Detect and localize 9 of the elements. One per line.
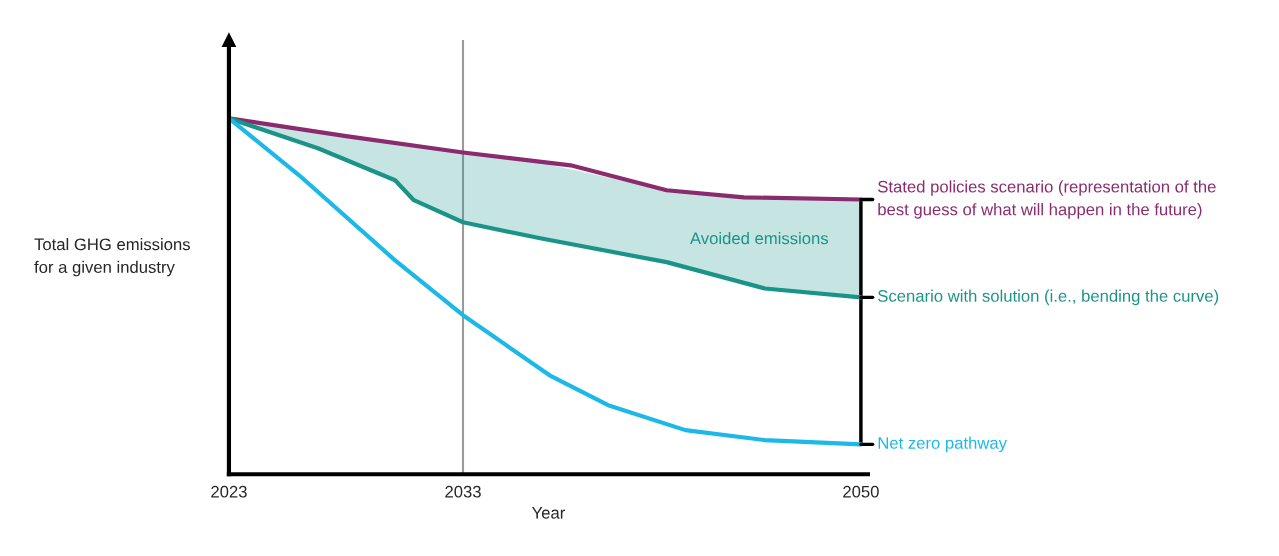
x-tick-label: 2050: [843, 485, 879, 498]
x-tick-label: 2033: [445, 485, 481, 498]
series-label: Scenario with solution (i.e., bending the curve): [878, 289, 1219, 306]
series-label: Net zero pathway: [878, 436, 1007, 453]
x-axis-title: Year: [531, 507, 565, 519]
y-axis-title: Total GHG emissions for a given industry: [34, 237, 190, 277]
annotation: Avoided emissions: [690, 232, 829, 245]
x-tick-label: 2023: [211, 485, 247, 498]
series-label: Stated policies scenario (representation of the best guess of what will happen in the future): [878, 180, 1216, 219]
